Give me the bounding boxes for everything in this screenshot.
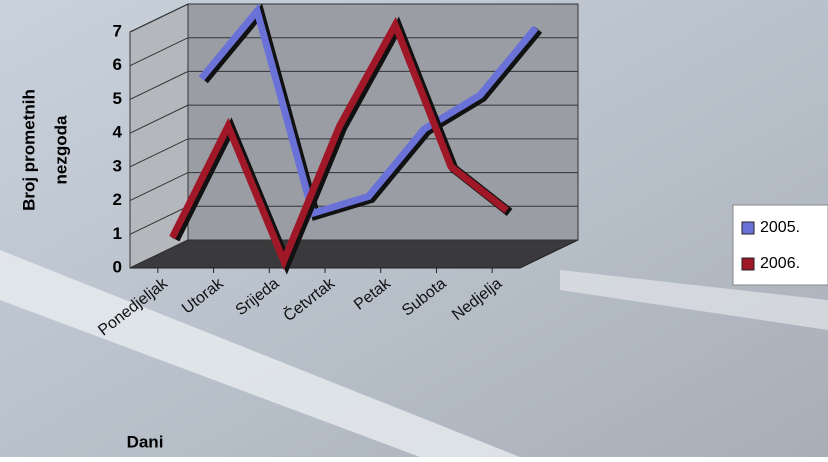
y-axis-label: Broj prometnih (19, 89, 38, 211)
grid-line (129, 104, 578, 134)
y-tick-label: 1 (113, 224, 122, 243)
y-tick-label: 6 (113, 55, 122, 74)
grid-line (129, 172, 578, 202)
floor (129, 239, 579, 269)
y-tick-label: 0 (113, 257, 122, 276)
road-stripe (0, 250, 520, 457)
x-axis-label: Dani (127, 432, 164, 451)
legend-label: 2006. (760, 255, 800, 272)
grid-line (129, 239, 578, 269)
series-line (198, 3, 539, 218)
road-stripe (560, 270, 828, 330)
y-tick-label: 3 (113, 156, 122, 175)
legend-swatch (741, 221, 755, 235)
grid-line (129, 3, 578, 33)
back-wall (187, 3, 579, 241)
y-tick-label: 5 (113, 89, 122, 108)
y-axis-label: nezgoda (51, 115, 70, 184)
y-tick-label: 7 (113, 21, 122, 40)
y-tick-label: 4 (113, 123, 123, 142)
series-line (169, 16, 509, 271)
grid-line (129, 70, 578, 100)
legend-label: 2005. (760, 219, 800, 236)
grid-line (129, 37, 578, 67)
grid-line (129, 138, 578, 168)
legend-swatch (741, 257, 755, 271)
y-tick-label: 2 (113, 190, 122, 209)
legend (732, 204, 828, 286)
